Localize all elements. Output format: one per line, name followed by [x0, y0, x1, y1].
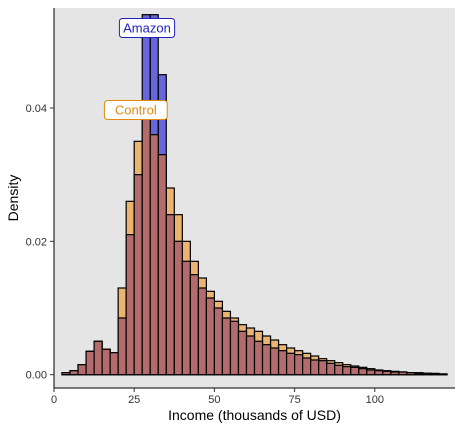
bar-overlap: [423, 373, 431, 374]
bar-overlap: [399, 372, 407, 375]
bar-overlap: [375, 371, 383, 375]
bar-overlap: [238, 331, 246, 374]
bar-overlap: [439, 374, 447, 375]
bar-overlap: [134, 175, 142, 375]
bar-overlap: [230, 321, 238, 374]
y-tick-label: 0.02: [26, 236, 47, 248]
bar-overlap: [407, 373, 415, 375]
bar-overlap: [311, 360, 319, 375]
bar-overlap: [343, 367, 351, 375]
bar-overlap: [142, 108, 150, 375]
bar-overlap: [271, 348, 279, 375]
bar-overlap: [62, 373, 70, 375]
bar-overlap: [246, 336, 254, 375]
bar-overlap: [263, 345, 271, 375]
bar-overlap: [182, 261, 190, 374]
bar-overlap: [118, 318, 126, 375]
bar-overlap: [327, 363, 335, 374]
y-tick-label: 0.00: [26, 370, 47, 382]
bar-overlap: [351, 367, 359, 374]
annotation-control: Control: [104, 101, 167, 120]
bar-overlap: [198, 288, 206, 375]
bar-overlap: [126, 235, 134, 375]
bar-overlap: [255, 341, 263, 374]
bar-overlap: [303, 358, 311, 375]
bar-overlap: [174, 241, 182, 374]
bar-overlap: [359, 369, 367, 375]
bar-overlap: [214, 308, 222, 375]
bar-overlap: [206, 298, 214, 375]
y-tick-label: 0.04: [26, 103, 47, 115]
bar-overlap: [166, 215, 174, 375]
bar-overlap: [190, 275, 198, 375]
bar-overlap: [415, 373, 423, 374]
bar-overlap: [287, 353, 295, 374]
bar-overlap: [70, 371, 78, 375]
annotation-text: Amazon: [123, 21, 171, 36]
x-axis-title: Income (thousands of USD): [168, 407, 341, 423]
bar-overlap: [391, 372, 399, 375]
y-axis-title: Density: [5, 175, 21, 222]
bar-overlap: [335, 365, 343, 374]
bar-overlap: [295, 355, 303, 375]
bar-overlap: [383, 371, 391, 374]
bar-overlap: [279, 351, 287, 375]
bar-overlap: [319, 361, 327, 375]
annotation-amazon: Amazon: [119, 19, 174, 38]
x-tick-label: 75: [288, 394, 300, 406]
bar-overlap: [367, 370, 375, 375]
bar-overlap: [222, 318, 230, 375]
x-tick-label: 50: [208, 394, 220, 406]
bar-overlap: [158, 155, 166, 375]
bar-overlap: [110, 353, 118, 375]
bar-overlap: [150, 135, 158, 375]
bar-overlap: [78, 365, 86, 375]
x-tick-label: 0: [51, 394, 57, 406]
bar-overlap: [94, 341, 102, 374]
x-tick-label: 100: [366, 394, 384, 406]
bar-overlap: [431, 374, 439, 375]
bar-overlap: [102, 349, 110, 374]
bar-overlap: [86, 351, 94, 374]
x-tick-label: 25: [128, 394, 140, 406]
annotation-text: Control: [115, 103, 157, 118]
